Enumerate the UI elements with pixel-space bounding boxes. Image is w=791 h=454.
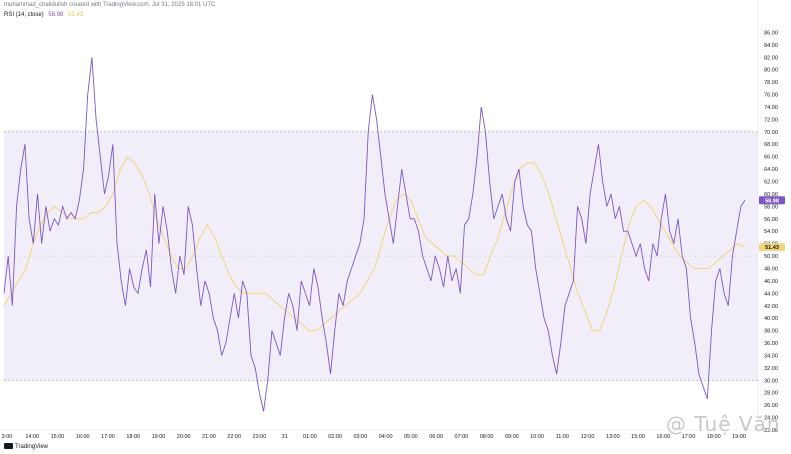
y-tick-label: 42.00	[764, 304, 778, 310]
x-tick-label: 02:00	[328, 434, 342, 440]
y-tick-label: 84.00	[764, 43, 778, 49]
brand-name: TradingView	[15, 444, 49, 450]
x-tick-label: 15:00	[51, 434, 65, 440]
y-tick-label: 76.00	[764, 93, 778, 99]
y-tick-label: 54.00	[764, 229, 778, 235]
y-tick-label: 44.00	[764, 291, 778, 297]
rsi-line	[3, 57, 746, 412]
x-tick-label: 16:00	[656, 434, 670, 440]
ma-legend-value: 51.43	[68, 12, 84, 18]
x-tick-label: 18:00	[126, 434, 140, 440]
y-tick-label: 72.00	[764, 117, 778, 123]
rsi-legend-value: 58.98	[48, 12, 64, 18]
y-tick-label: 64.00	[764, 167, 778, 173]
y-tick-label: 24.00	[764, 416, 778, 422]
x-tick-label: 18:00	[707, 434, 721, 440]
y-tick-label: 58.00	[764, 204, 778, 210]
x-tick-label: 16:00	[76, 434, 90, 440]
y-tick-label: 56.00	[764, 217, 778, 223]
y-tick-label: 40.00	[764, 316, 778, 322]
y-tick-label: 28.00	[764, 391, 778, 397]
watermark-text: @ Tuệ Văn	[666, 412, 781, 436]
y-tick-label: 32.00	[764, 366, 778, 372]
y-tick-label: 60.00	[764, 192, 778, 198]
y-tick-label: 48.00	[764, 266, 778, 272]
y-tick-label: 80.00	[764, 68, 778, 74]
y-tick-label: 50.00	[764, 254, 778, 260]
y-tick-label: 22.00	[764, 428, 778, 434]
x-tick-label: 19:00	[152, 434, 166, 440]
y-tick-label: 62.00	[764, 180, 778, 186]
y-tick-label: 86.00	[764, 30, 778, 36]
x-tick-label: 14:00	[25, 434, 39, 440]
y-tick-label: 38.00	[764, 329, 778, 335]
rsi-ma-line	[3, 155, 746, 332]
tradingview-logo[interactable]: TradingView	[4, 443, 48, 450]
ma-price-label: 51.43	[765, 245, 779, 251]
x-tick-label: 04:00	[379, 434, 393, 440]
y-tick-label: 82.00	[764, 55, 778, 61]
x-tick-label: 12:00	[581, 434, 595, 440]
x-tick-label: 09:00	[505, 434, 519, 440]
y-tick-label: 74.00	[764, 105, 778, 111]
y-tick-label: 36.00	[764, 341, 778, 347]
x-tick-label: 3:00	[2, 434, 13, 440]
y-tick-label: 70.00	[764, 130, 778, 136]
x-tick-label: 22:00	[227, 434, 241, 440]
x-tick-label: 17:00	[101, 434, 115, 440]
x-tick-label: 10:00	[530, 434, 544, 440]
y-tick-label: 30.00	[764, 378, 778, 384]
x-tick-label: 03:00	[353, 434, 367, 440]
rsi-price-label: 58.98	[765, 198, 779, 204]
y-tick-label: 68.00	[764, 142, 778, 148]
x-tick-label: 17:00	[682, 434, 696, 440]
y-tick-label: 46.00	[764, 279, 778, 285]
indicator-legend[interactable]: RSI (14, close) 58.98 51.43	[4, 12, 83, 18]
ma-price-label-bg	[759, 243, 785, 252]
x-tick-label: 06:00	[429, 434, 443, 440]
x-tick-label: 05:00	[404, 434, 418, 440]
x-tick-label: 23:00	[253, 434, 267, 440]
x-tick-label: 07:00	[454, 434, 468, 440]
x-tick-label: 11:00	[556, 434, 569, 440]
x-tick-label: 13:00	[606, 434, 620, 440]
x-tick-label: 19:00	[732, 434, 746, 440]
chart-caption: muhammad_chalidulloh created with Tradin…	[4, 2, 216, 8]
y-tick-label: 34.00	[764, 353, 778, 359]
x-tick-label: 31	[282, 434, 288, 440]
y-tick-label: 78.00	[764, 80, 778, 86]
y-tick-label: 66.00	[764, 155, 778, 161]
x-tick-label: 15:00	[631, 434, 645, 440]
x-tick-label: 01:00	[303, 434, 317, 440]
x-tick-label: 21:00	[202, 434, 216, 440]
y-tick-label: 26.00	[764, 403, 778, 409]
rsi-price-label-bg	[759, 196, 785, 205]
indicator-name: RSI (14, close)	[4, 12, 44, 18]
x-tick-label: 08:00	[480, 434, 494, 440]
x-tick-label: 20:00	[177, 434, 191, 440]
tradingview-logo-icon	[4, 443, 13, 449]
